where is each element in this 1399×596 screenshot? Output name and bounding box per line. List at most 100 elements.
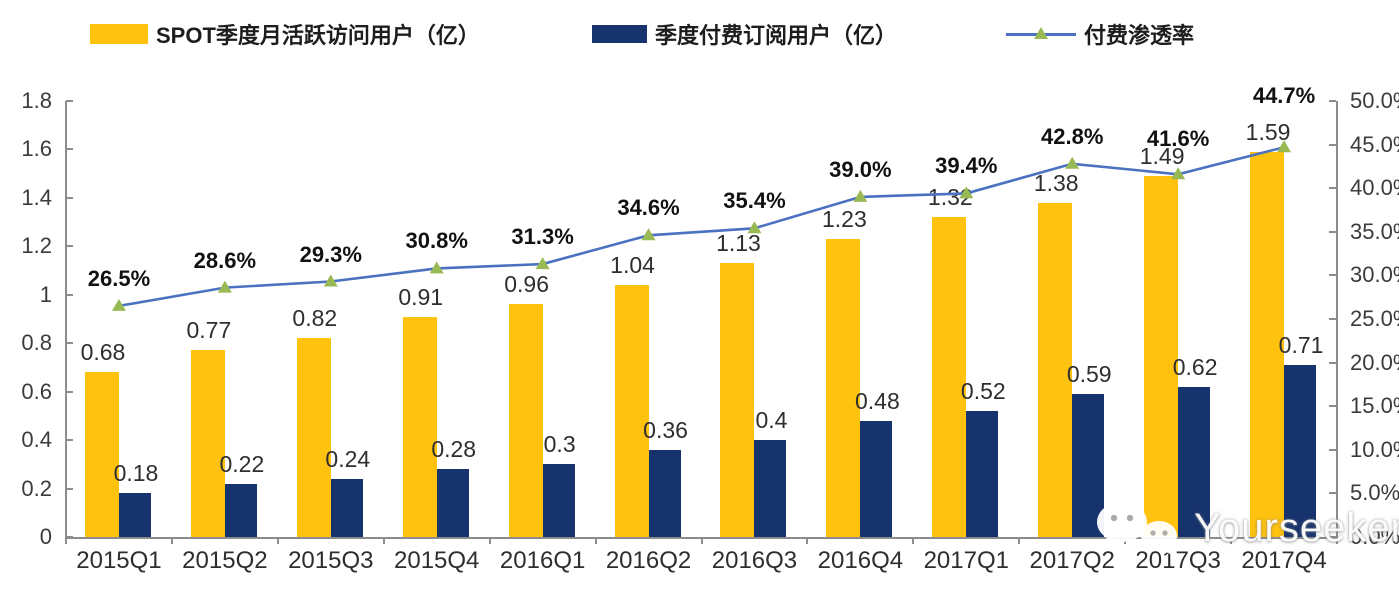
subscribers-bar <box>1284 365 1317 537</box>
left-axis-tick <box>66 342 73 345</box>
legend-item-mau: SPOT季度月活跃访问用户（亿） <box>90 18 480 50</box>
subscribers-bar <box>648 449 681 537</box>
mau-bar-label: 1.04 <box>610 252 655 279</box>
bottom-axis-tick <box>594 537 597 544</box>
legend-item-subscribers: 季度付费订阅用户（亿） <box>592 18 897 50</box>
right-axis-tick <box>1329 187 1336 190</box>
subscribers-bar-label: 0.22 <box>219 450 265 477</box>
triangle-marker <box>853 189 868 202</box>
penetration-label: 42.8% <box>1041 123 1104 149</box>
right-axis-tick-label: 10.0% <box>1350 436 1399 462</box>
triangle-marker <box>217 280 232 293</box>
bottom-axis-tick <box>912 537 915 544</box>
subscribers-bar-label: 0.71 <box>1278 332 1324 359</box>
triangle-marker-icon <box>1034 27 1048 39</box>
bottom-axis-tick <box>1018 537 1021 544</box>
subscribers-bar <box>1072 394 1105 537</box>
x-axis-label: 2017Q4 <box>1241 547 1327 574</box>
penetration-label: 39.0% <box>829 156 892 182</box>
triangle-marker <box>429 261 444 274</box>
legend-label-subscribers: 季度付费订阅用户（亿） <box>655 23 898 48</box>
x-axis-label: 2015Q1 <box>76 547 162 574</box>
subscribers-bar <box>436 469 469 537</box>
mau-bar <box>614 285 649 537</box>
right-axis-tick-label: 50.0% <box>1350 88 1399 113</box>
bottom-axis-tick <box>65 537 67 544</box>
subscribers-bar <box>330 478 363 537</box>
x-axis-label: 2015Q2 <box>182 547 268 574</box>
right-axis-tick-label: 30.0% <box>1350 262 1399 288</box>
left-axis-tick <box>66 148 73 151</box>
x-axis-label: 2015Q3 <box>288 547 374 574</box>
wechat-icon <box>1097 502 1177 556</box>
x-axis-label: 2016Q1 <box>499 547 586 574</box>
mau-bar-label: 1.13 <box>716 230 761 257</box>
mau-bar-label: 1.59 <box>1245 118 1291 145</box>
penetration-label: 28.6% <box>193 247 257 273</box>
mau-swatch <box>90 24 148 44</box>
left-axis-tick-label: 1.6 <box>21 136 52 162</box>
subscribers-bar-label: 0.48 <box>854 387 900 414</box>
subscribers-bar-label: 0.4 <box>755 407 788 434</box>
mau-bar-label: 0.77 <box>186 317 232 344</box>
subscribers-bar-label: 0.24 <box>325 445 371 472</box>
right-axis-tick <box>1329 318 1336 320</box>
left-axis-tick <box>66 293 73 296</box>
bottom-axis-tick <box>488 537 491 544</box>
subscribers-bar <box>118 493 151 537</box>
right-axis-tick-label: 25.0% <box>1350 306 1399 331</box>
bottom-axis-tick <box>700 537 703 544</box>
subscribers-bar-label: 0.28 <box>431 436 477 463</box>
right-axis-tick-label: 45.0% <box>1350 131 1399 157</box>
bottom-axis-tick <box>1230 537 1233 544</box>
mau-bar <box>84 372 119 537</box>
triangle-marker <box>111 298 126 311</box>
penetration-label: 26.5% <box>87 265 151 291</box>
subscribers-bar-label: 0.3 <box>543 431 576 458</box>
left-axis-tick-label: 1.4 <box>21 184 52 210</box>
left-axis-tick-label: 1.8 <box>21 88 52 113</box>
right-axis-tick-label: 35.0% <box>1350 218 1399 244</box>
triangle-marker <box>323 274 338 287</box>
watermark-text: Yourseeker <box>1194 505 1399 550</box>
watermark: Yourseeker <box>1092 498 1399 558</box>
mau-bar-label: 0.91 <box>398 283 444 310</box>
x-axis-label: 2017Q2 <box>1029 547 1115 574</box>
left-axis-tick-label: 0 <box>39 524 52 549</box>
subscribers-bar <box>754 440 787 537</box>
subscribers-bar <box>224 483 257 537</box>
left-axis-tick-label: 1 <box>39 281 52 307</box>
left-axis-tick-label: 0.8 <box>21 330 52 356</box>
left-axis-tick-label: 1.2 <box>21 233 52 259</box>
right-axis-tick <box>1329 100 1336 102</box>
penetration-label: 41.6% <box>1146 126 1210 152</box>
legend-item-penetration: 付费渗透率 <box>1006 18 1194 50</box>
left-axis-tick-label: 0.2 <box>21 475 52 501</box>
x-axis-label: 2016Q3 <box>711 547 798 574</box>
right-axis-tick-label: 20.0% <box>1350 349 1399 375</box>
penetration-label: 44.7% <box>1252 83 1316 109</box>
left-axis-line <box>65 101 67 537</box>
x-axis-label: 2016Q4 <box>817 547 904 574</box>
left-axis-tick <box>66 439 73 442</box>
subscribers-bar-label: 0.18 <box>113 460 159 487</box>
bottom-axis-tick <box>170 537 173 544</box>
subscribers-bar-label: 0.59 <box>1066 361 1112 388</box>
left-axis-tick <box>66 196 73 199</box>
penetration-label: 29.3% <box>299 241 362 267</box>
bottom-axis-tick <box>276 537 279 544</box>
left-axis-tick-label: 0.4 <box>21 427 52 453</box>
subscribers-swatch <box>592 25 647 43</box>
bottom-axis-tick <box>1336 537 1338 544</box>
subscribers-bar-label: 0.52 <box>960 378 1006 405</box>
penetration-label: 34.6% <box>617 195 680 221</box>
mau-bar-label: 1.38 <box>1033 169 1079 196</box>
right-axis-tick-label: 15.0% <box>1350 393 1399 419</box>
left-axis-tick <box>66 100 73 102</box>
right-axis-tick-label: 0.0% <box>1350 524 1399 549</box>
legend-label-mau: SPOT季度月活跃访问用户（亿） <box>156 23 480 48</box>
right-axis-tick <box>1329 274 1336 277</box>
right-axis-tick-label: 40.0% <box>1350 175 1399 201</box>
right-axis-tick <box>1329 230 1336 233</box>
